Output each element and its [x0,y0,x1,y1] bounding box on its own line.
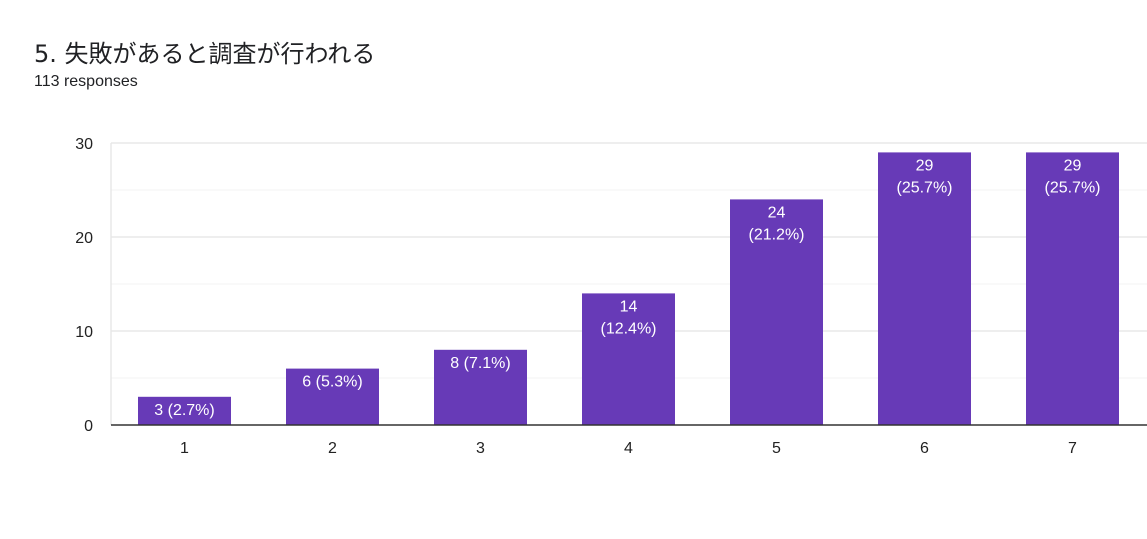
data-label: 14 [620,298,638,315]
x-tick-label: 3 [476,440,485,457]
data-label: 29 [916,157,934,174]
chart-title: 5. 失敗があると調査が行われる [34,40,376,68]
data-label: 6 (5.3%) [302,374,362,391]
y-tick-label: 0 [84,418,93,435]
data-label: 24 [768,204,786,221]
bar [730,199,823,425]
x-tick-label: 2 [328,440,337,457]
data-label: (25.7%) [1044,179,1100,196]
y-tick-label: 10 [75,324,93,341]
bar [286,368,379,425]
x-tick-label: 5 [772,440,781,457]
x-tick-label: 4 [624,440,633,457]
x-tick-label: 7 [1068,440,1077,457]
bar [1026,152,1119,425]
bar [434,349,527,425]
response-count: 113 responses [34,73,138,90]
data-label: (21.2%) [748,226,804,243]
data-label: 8 (7.1%) [450,355,510,372]
x-tick-label: 6 [920,440,929,457]
bar [582,293,675,425]
data-label: 29 [1064,157,1082,174]
y-tick-label: 30 [75,136,93,153]
x-tick-label: 1 [180,440,189,457]
data-label: (12.4%) [600,320,656,337]
bar [138,396,231,425]
bar [878,152,971,425]
y-tick-label: 20 [75,230,93,247]
data-label: 3 (2.7%) [154,402,214,419]
data-label: (25.7%) [896,179,952,196]
